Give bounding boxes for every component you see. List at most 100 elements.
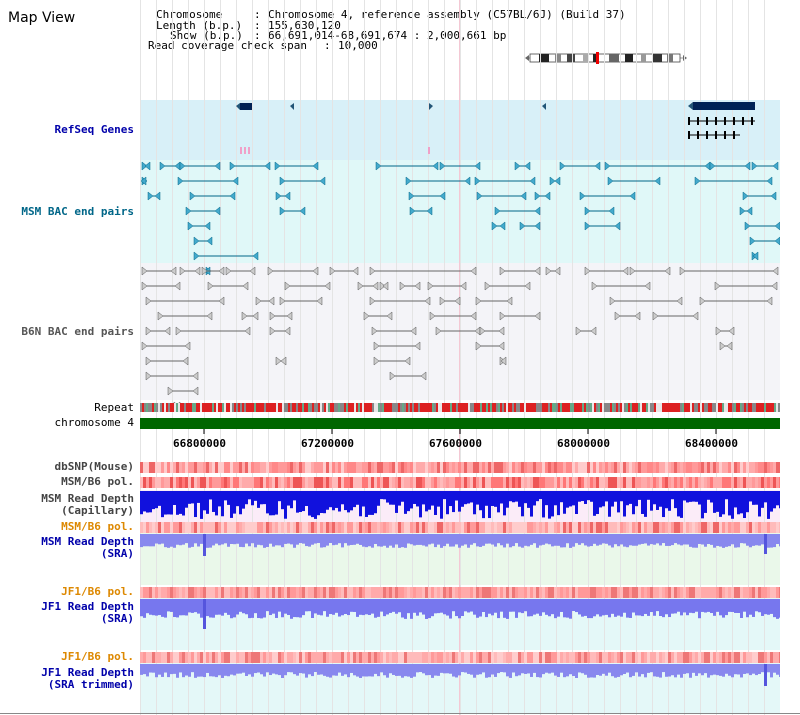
msm-b6-pol-cell [158, 522, 161, 533]
jf1-b6-pol-cell [242, 587, 245, 598]
msm-depth-sra-bar [155, 534, 158, 544]
jf1-depth-trim-bar [527, 664, 530, 674]
msm-b6-pol-cell [233, 522, 236, 533]
dbsnp-cell [326, 462, 329, 473]
b6n-end [164, 326, 171, 336]
jf1-b6-pol-cell [422, 652, 425, 663]
msm-b6-pol-cell [263, 477, 266, 488]
jf1-depth-sra-bar [380, 599, 383, 612]
repeat-seg [206, 403, 208, 412]
jf1-depth-trim-bar [776, 664, 779, 675]
msm-depth-cap-bar [704, 491, 707, 513]
repeat-seg [758, 403, 760, 412]
refseq-genes-label[interactable]: RefSeq Genes [54, 123, 134, 136]
jf1-depth-trim-bar [503, 664, 506, 673]
dbsnp-cell [743, 462, 746, 473]
jf1-depth-sra-bar [185, 599, 188, 616]
msm-depth-cap-bar [275, 491, 278, 515]
repeat-seg [260, 403, 262, 412]
msm-b6-pol-cell [416, 522, 419, 533]
jf1-b6-pol-cell [161, 652, 164, 663]
msm-depth-cap-bar [608, 491, 611, 517]
jf1-b6-pol-cell [443, 652, 446, 663]
msm-depth-cap-bar [464, 491, 467, 505]
jf1-b6-pol-cell [584, 652, 587, 663]
jf1-depth-trim-bar [554, 664, 557, 676]
jf1-depth-sra-label-1[interactable]: JF1 Read Depth [41, 600, 134, 613]
msm-depth-cap-bar [722, 491, 725, 515]
jf1-b6-pol-cell [278, 652, 281, 663]
bac-end [275, 191, 282, 201]
dbsnp-cell [596, 462, 599, 473]
msm-b6-pol-cell [212, 477, 215, 488]
track-canvas[interactable] [140, 0, 780, 715]
info-panel: Chromosome : Chromosome 4, reference ass… [148, 9, 626, 140]
msm-depth-sra-bar [668, 534, 671, 546]
msm-bac-label[interactable]: MSM BAC end pairs [21, 205, 134, 218]
msm-depth-sra-bar [458, 534, 461, 548]
repeat-seg [216, 403, 218, 412]
msm-depth-cap-label-1[interactable]: MSM Read Depth [41, 492, 134, 505]
jf1-b6-pol-label-2[interactable]: JF1/B6 pol. [61, 650, 134, 663]
msm-depth-sra-label-1[interactable]: MSM Read Depth [41, 535, 134, 548]
dbsnp-cell [320, 462, 323, 473]
jf1-depth-trim-bar [512, 664, 515, 673]
msm-b6-pol-cell [368, 522, 371, 533]
msm-depth-cap-bar [542, 491, 545, 518]
dbsnp-cell [710, 462, 713, 473]
msm-b6-pol-cell [167, 522, 170, 533]
jf1-depth-trim-bar [710, 664, 713, 676]
dbsnp-cell [311, 462, 314, 473]
jf1-b6-pol-cell [287, 652, 290, 663]
msm-b6-pol-label-1[interactable]: MSM/B6 pol. [61, 475, 134, 488]
msm-b6-pol-cell [215, 522, 218, 533]
repeat-seg [330, 403, 332, 412]
repeat-seg [720, 403, 722, 412]
b6n-bac-label[interactable]: B6N BAC end pairs [21, 325, 134, 338]
jf1-depth-trim-bar [566, 664, 569, 677]
msm-b6-pol-cell [302, 477, 305, 488]
dbsnp-cell [629, 462, 632, 473]
dbsnp-cell [773, 462, 776, 473]
repeat-seg [576, 403, 578, 412]
jf1-depth-trim-bar [419, 664, 422, 673]
msm-depth-sra-bar [416, 534, 419, 545]
jf1-b6-pol-cell [527, 587, 530, 598]
msm-depth-cap-bar [737, 491, 740, 515]
msm-depth-sra-bar [545, 534, 548, 544]
jf1-b6-pol-cell [467, 652, 470, 663]
msm-depth-sra-bar [707, 534, 710, 545]
jf1-depth-sra-bar [263, 599, 266, 618]
jf1-depth-sra-bar [404, 599, 407, 619]
jf1-b6-pol-label-1[interactable]: JF1/B6 pol. [61, 585, 134, 598]
jf1-b6-pol-cell [188, 652, 191, 663]
jf1-b6-pol-cell [662, 652, 665, 663]
jf1-depth-sra-bar [176, 599, 179, 618]
msm-b6-pol-cell [416, 477, 419, 488]
dbsnp-label[interactable]: dbSNP(Mouse) [54, 460, 134, 473]
repeat-seg [472, 403, 474, 412]
msm-depth-cap-bar [485, 491, 488, 506]
msm-b6-pol-cell [221, 477, 224, 488]
msm-depth-sra-bar [443, 534, 446, 547]
dbsnp-cell [599, 462, 602, 473]
dbsnp-cell [587, 462, 590, 473]
msm-depth-cap-bar [557, 491, 560, 516]
jf1-depth-trim-bar [251, 664, 254, 677]
jf1-depth-sra-bar [566, 599, 569, 618]
jf1-depth-sra-bar [608, 599, 611, 618]
jf1-b6-pol-cell [308, 587, 311, 598]
repeat-seg [340, 403, 342, 412]
dbsnp-cell [428, 462, 431, 473]
jf1-depth-sra-bar [341, 599, 344, 616]
dbsnp-cell [722, 462, 725, 473]
msm-depth-cap-bar [644, 491, 647, 517]
msm-depth-cap-bar [281, 491, 284, 510]
jf1-depth-trim-label-1[interactable]: JF1 Read Depth [41, 666, 134, 679]
jf1-b6-pol-cell [512, 652, 515, 663]
msm-b6-pol-cell [419, 522, 422, 533]
jf1-depth-trim-bar [686, 664, 689, 674]
msm-depth-sra-bar [179, 534, 182, 546]
show-key: Show (b.p.) [170, 29, 243, 42]
msm-b6-pol-label-2[interactable]: MSM/B6 pol. [61, 520, 134, 533]
